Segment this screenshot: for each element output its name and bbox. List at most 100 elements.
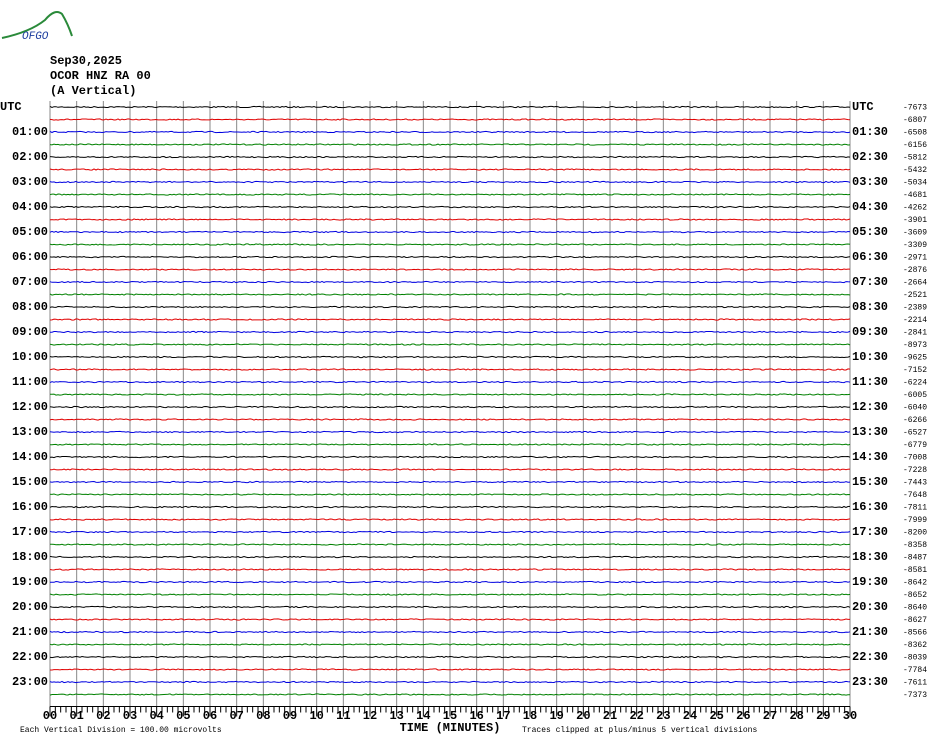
- offset-label: -2389: [903, 304, 927, 313]
- trace: [49, 255, 851, 259]
- offset-label: -7811: [903, 504, 927, 513]
- right-time-label: 04:30: [852, 200, 888, 214]
- offset-label: -7443: [903, 479, 927, 488]
- trace: [49, 455, 851, 459]
- trace: [49, 430, 851, 434]
- right-time-label: 07:30: [852, 275, 888, 289]
- right-time-label: 15:30: [852, 475, 888, 489]
- right-time-label: 23:30: [852, 675, 888, 689]
- trace: [49, 480, 851, 484]
- logo-text: OFGO: [22, 31, 49, 43]
- station: OCOR HNZ RA 00: [50, 69, 151, 83]
- trace: [49, 393, 851, 396]
- trace: [49, 155, 851, 159]
- trace: [49, 368, 851, 371]
- left-time-label: 01:00: [12, 125, 48, 139]
- offset-label: -2971: [903, 254, 927, 263]
- trace: [49, 568, 851, 571]
- offset-label: -7228: [903, 466, 927, 475]
- offset-label: -2214: [903, 316, 927, 325]
- footer-left: Each Vertical Division = 100.00 microvol…: [20, 726, 222, 735]
- right-time-label: 02:30: [852, 150, 888, 164]
- left-time-label: 20:00: [12, 600, 48, 614]
- left-time-label: 13:00: [12, 425, 48, 439]
- trace: [49, 105, 851, 109]
- trace: [49, 193, 851, 196]
- trace: [49, 130, 851, 134]
- left-time-label: 16:00: [12, 500, 48, 514]
- right-time-label: 18:30: [852, 550, 888, 564]
- offset-label: -7373: [903, 691, 927, 700]
- offset-label: -5034: [903, 179, 927, 188]
- offset-label: -6779: [903, 441, 927, 450]
- left-time-label: 07:00: [12, 275, 48, 289]
- offset-label: -6266: [903, 416, 927, 425]
- offset-label: -8581: [903, 566, 927, 575]
- left-time-label: UTC: [0, 100, 22, 114]
- trace: [49, 218, 851, 221]
- trace: [49, 630, 851, 634]
- trace: [49, 405, 851, 409]
- offset-label: -6005: [903, 391, 927, 400]
- offset-label: -6508: [903, 129, 927, 138]
- trace: [49, 243, 851, 246]
- trace: [49, 518, 851, 521]
- left-time-label: 04:00: [12, 200, 48, 214]
- x-axis-title: TIME (MINUTES): [400, 721, 501, 735]
- offset-label: -8642: [903, 579, 927, 588]
- left-time-label: 05:00: [12, 225, 48, 239]
- trace: [49, 268, 850, 271]
- offset-label: -3309: [903, 241, 927, 250]
- offset-label: -9625: [903, 354, 927, 363]
- offset-label: -2876: [903, 266, 927, 275]
- trace: [49, 280, 851, 284]
- offset-label: -8487: [903, 554, 927, 563]
- left-time-label: 21:00: [12, 625, 48, 639]
- right-time-label: 05:30: [852, 225, 888, 239]
- offset-label: -8566: [903, 629, 927, 638]
- trace: [49, 605, 851, 609]
- trace: [49, 680, 851, 684]
- left-time-label: 10:00: [12, 350, 48, 364]
- right-time-label: UTC: [852, 100, 874, 114]
- left-time-label: 08:00: [12, 300, 48, 314]
- right-time-label: 22:30: [852, 650, 888, 664]
- left-time-label: 18:00: [12, 550, 48, 564]
- offset-label: -7648: [903, 491, 927, 500]
- trace: [49, 230, 851, 234]
- offset-label: -6527: [903, 429, 927, 438]
- trace: [49, 505, 851, 509]
- trace: [49, 380, 851, 384]
- right-time-label: 21:30: [852, 625, 888, 639]
- trace: [49, 305, 851, 309]
- offset-label: -7673: [903, 104, 927, 113]
- left-time-label: 15:00: [12, 475, 48, 489]
- left-time-label: 17:00: [12, 525, 48, 539]
- trace: [49, 493, 851, 496]
- right-time-label: 16:30: [852, 500, 888, 514]
- trace: [49, 343, 851, 346]
- offset-label: -6807: [903, 116, 927, 125]
- trace: [50, 668, 851, 671]
- left-time-label: 12:00: [12, 400, 48, 414]
- offset-label: -8200: [903, 529, 927, 538]
- right-time-label: 17:30: [852, 525, 888, 539]
- trace: [49, 293, 851, 296]
- trace: [50, 443, 851, 446]
- trace: [49, 318, 851, 321]
- trace: [50, 580, 851, 584]
- offset-label: -3901: [903, 216, 927, 225]
- offset-label: -8640: [903, 604, 927, 613]
- right-time-label: 09:30: [852, 325, 888, 339]
- offset-label: -8362: [903, 641, 927, 650]
- right-time-label: 14:30: [852, 450, 888, 464]
- trace: [49, 643, 851, 646]
- left-time-label: 22:00: [12, 650, 48, 664]
- offset-label: -7611: [903, 679, 927, 688]
- trace: [49, 143, 851, 146]
- trace: [49, 693, 850, 696]
- right-time-label: 03:30: [852, 175, 888, 189]
- trace: [49, 530, 851, 534]
- trace: [49, 168, 851, 171]
